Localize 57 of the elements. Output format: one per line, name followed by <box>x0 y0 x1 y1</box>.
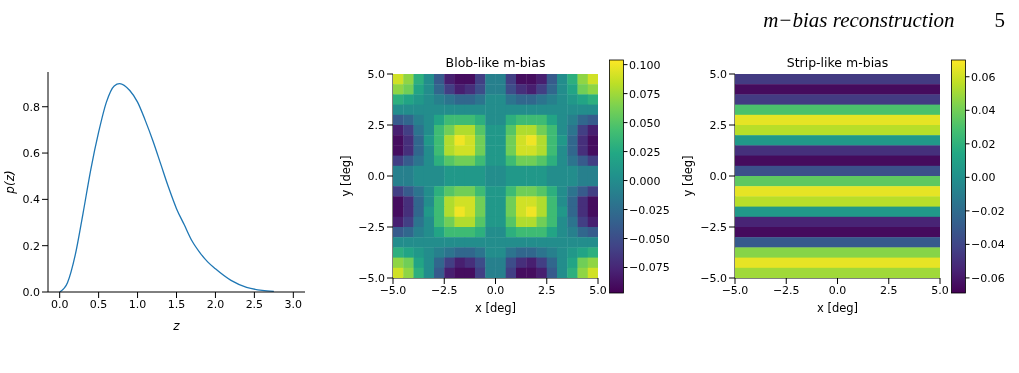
x-tick-label: 1.0 <box>128 297 147 311</box>
x-tick-label: 3.0 <box>284 297 303 311</box>
y-tick-label: 5.0 <box>709 67 727 81</box>
color-bar-label: 0.04 <box>971 104 996 118</box>
y-axis-title: p(z) <box>3 170 18 195</box>
x-tick-label: −5.0 <box>379 283 407 297</box>
x-tick-label: 2.5 <box>538 283 556 297</box>
color-bar-label: 0.050 <box>629 116 661 130</box>
x-tick-label: 5.0 <box>931 283 949 297</box>
x-axis-title: z <box>172 319 181 333</box>
color-bar-label: −0.075 <box>629 261 670 275</box>
y-tick-label: 0.2 <box>22 239 40 253</box>
x-tick-label: 0.0 <box>486 283 505 297</box>
x-tick-label: 5.0 <box>589 283 607 297</box>
y-tick-label: 2.5 <box>367 118 385 132</box>
text: m−bias reconstruction <box>763 8 955 33</box>
color-bar-label: −0.06 <box>971 271 1005 285</box>
color-bar-label: −0.04 <box>971 238 1005 252</box>
y-tick-label: −5.0 <box>700 271 727 285</box>
y-tick-label: 0.6 <box>22 146 40 160</box>
color-bar-label: 0.025 <box>629 145 661 159</box>
chart-title: Strip-like m-bias <box>785 55 890 70</box>
text: 5 <box>994 8 1005 33</box>
color-bar-label: 0.02 <box>971 137 996 151</box>
color-bar-label: −0.025 <box>629 203 670 217</box>
x-tick-label: −2.5 <box>772 283 800 297</box>
y-tick-label: −2.5 <box>700 220 727 234</box>
y-tick-label: 0.4 <box>22 193 40 207</box>
x-tick-label: 1.5 <box>167 297 186 311</box>
color-bar-label: 0.00 <box>971 171 996 185</box>
y-axis-title: y [deg] <box>681 155 696 197</box>
y-tick-label: 0.8 <box>22 100 40 114</box>
y-tick-label: 0.0 <box>709 169 727 183</box>
color-bar-label: −0.02 <box>971 204 1005 218</box>
color-bar-label: 0.06 <box>971 70 996 84</box>
color-bar-label: 0.000 <box>629 174 661 188</box>
x-tick-label: 2.5 <box>245 297 264 311</box>
x-tick-label: 0.0 <box>50 297 69 311</box>
y-tick-label: −5.0 <box>358 271 385 285</box>
y-tick-label: 5.0 <box>367 67 385 81</box>
y-tick-label: 2.5 <box>709 118 727 132</box>
y-axis-title: y [deg] <box>339 155 354 197</box>
x-tick-label: 0.5 <box>89 297 108 311</box>
y-tick-label: −2.5 <box>358 220 385 234</box>
x-tick-label: 2.0 <box>206 297 225 311</box>
x-axis-title: x [deg] <box>816 301 859 315</box>
x-tick-label: −2.5 <box>430 283 458 297</box>
x-tick-label: −5.0 <box>721 283 749 297</box>
color-bar-label: 0.075 <box>629 87 661 101</box>
x-tick-label: 0.0 <box>828 283 847 297</box>
line-series <box>59 82 275 292</box>
x-axis-title: x [deg] <box>474 301 517 315</box>
color-bar-label: −0.050 <box>629 232 670 246</box>
x-tick-label: 2.5 <box>880 283 898 297</box>
color-bar-label: 0.100 <box>629 58 661 72</box>
y-tick-label: 0.0 <box>367 169 385 183</box>
chart-title: Blob-like m-bias <box>444 55 547 70</box>
